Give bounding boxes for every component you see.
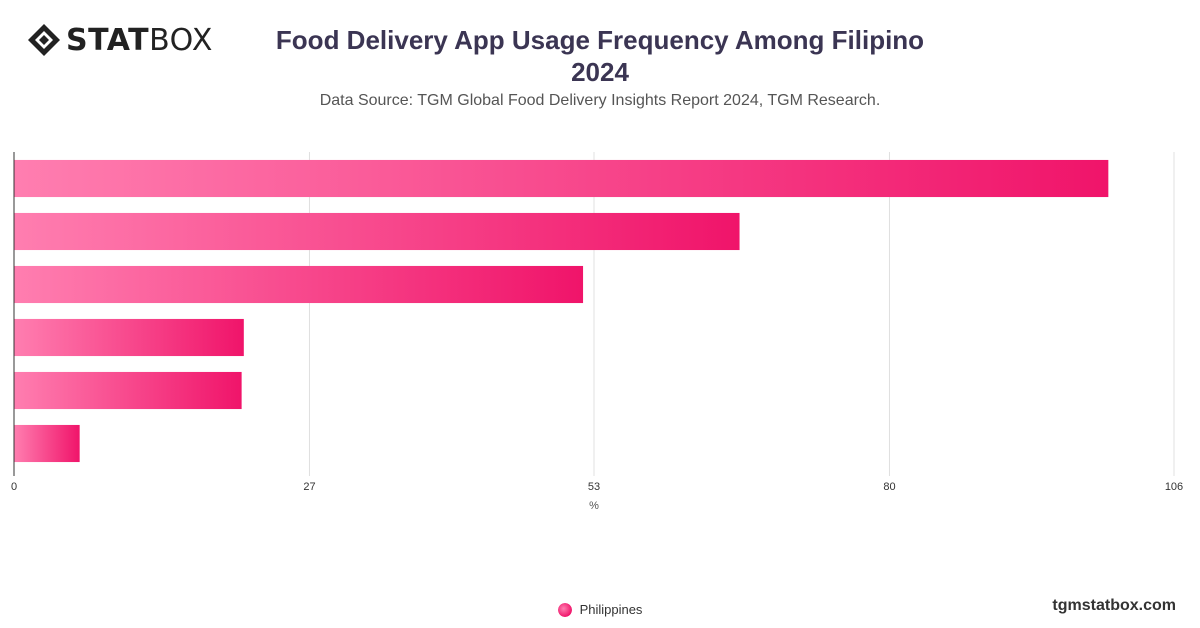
legend-label-philippines: Philippines [579,602,643,617]
logo-text-box: BOX [149,22,213,58]
logo-text-stat: STAT [66,22,150,58]
bar-philippines-1[interactable] [14,159,1109,198]
footer-site-link[interactable]: tgmstatbox.com [1052,597,1176,614]
diamond-logo-icon [28,24,60,56]
chart-subtitle: Data Source: TGM Global Food Delivery In… [319,92,881,109]
bar-philippines-2[interactable] [14,212,740,251]
chart-title: Food Delivery App Usage Frequency Among … [0,24,1200,88]
chart-legend: Philippines [0,602,1200,617]
statbox-logo[interactable]: STAT BOX [26,22,213,58]
x-tick-label: 53 [588,481,600,493]
bar-philippines-3[interactable] [14,265,584,304]
bar-philippines-6[interactable] [14,424,80,463]
bar-philippines-4[interactable] [14,318,244,357]
legend-swatch-philippines [557,602,572,617]
x-tick-label: 80 [883,481,895,493]
chart-title-line-2: 2024 [571,57,629,87]
x-axis-label: % [589,500,599,512]
x-tick-label: 0 [11,481,17,493]
x-tick-label: 106 [1165,481,1183,493]
chart-title-line-1: Food Delivery App Usage Frequency Among … [275,25,925,55]
x-tick-label: 27 [303,481,315,493]
bar-philippines-5[interactable] [14,371,242,410]
